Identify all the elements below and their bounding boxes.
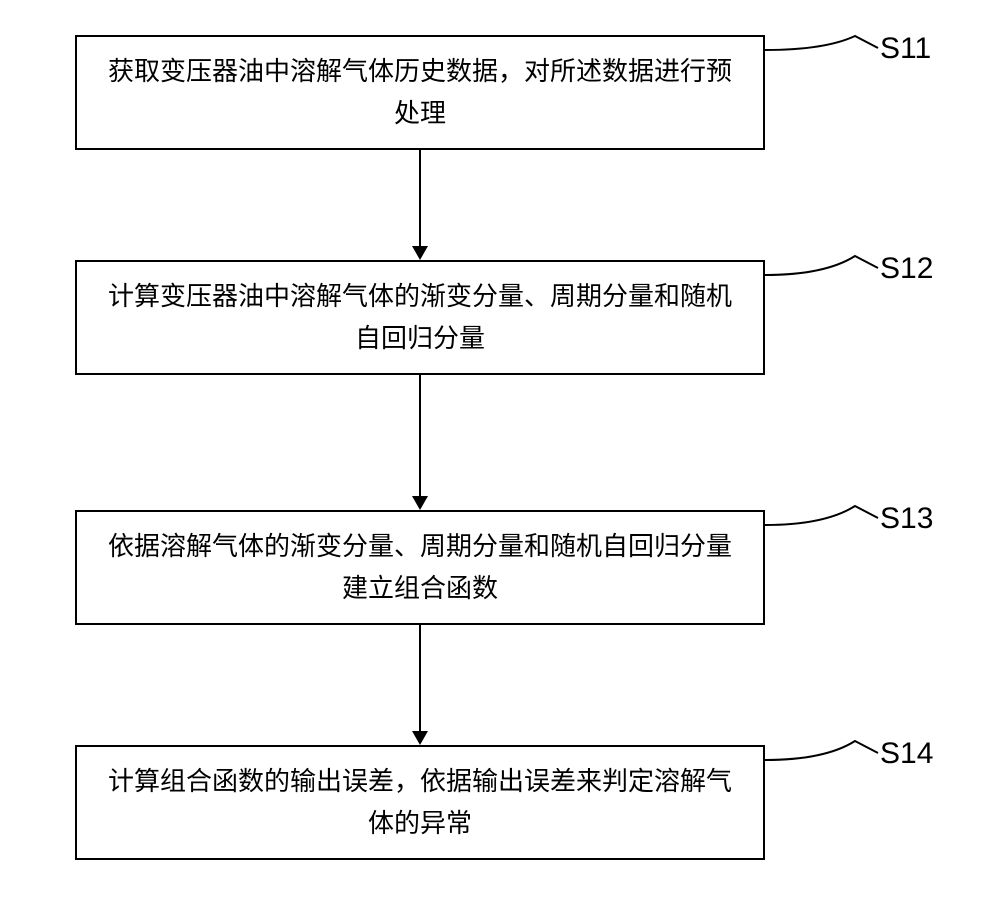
arrow-s11-s12 [412,150,428,260]
node-text: 计算变压器油中溶解气体的渐变分量、周期分量和随机自回归分量 [97,276,743,359]
flowchart-node-s12: 计算变压器油中溶解气体的渐变分量、周期分量和随机自回归分量 [75,260,765,375]
step-label-s11: S11 [880,32,931,66]
flowchart-container: 获取变压器油中溶解气体历史数据，对所述数据进行预处理 S11 计算变压器油中溶解… [0,0,1000,912]
node-text: 获取变压器油中溶解气体历史数据，对所述数据进行预处理 [97,51,743,134]
connector-curve-s14 [765,735,880,765]
node-text: 依据溶解气体的渐变分量、周期分量和随机自回归分量建立组合函数 [97,526,743,609]
arrow-s13-s14 [412,625,428,745]
flowchart-node-s13: 依据溶解气体的渐变分量、周期分量和随机自回归分量建立组合函数 [75,510,765,625]
flowchart-node-s11: 获取变压器油中溶解气体历史数据，对所述数据进行预处理 [75,35,765,150]
flowchart-node-s14: 计算组合函数的输出误差，依据输出误差来判定溶解气体的异常 [75,745,765,860]
step-label-s13: S13 [880,502,933,536]
arrow-s12-s13 [412,375,428,510]
node-text: 计算组合函数的输出误差，依据输出误差来判定溶解气体的异常 [97,761,743,844]
connector-curve-s13 [765,500,880,530]
connector-curve-s12 [765,250,880,280]
step-label-s14: S14 [880,737,933,771]
connector-curve-s11 [765,30,880,60]
step-label-s12: S12 [880,252,933,286]
